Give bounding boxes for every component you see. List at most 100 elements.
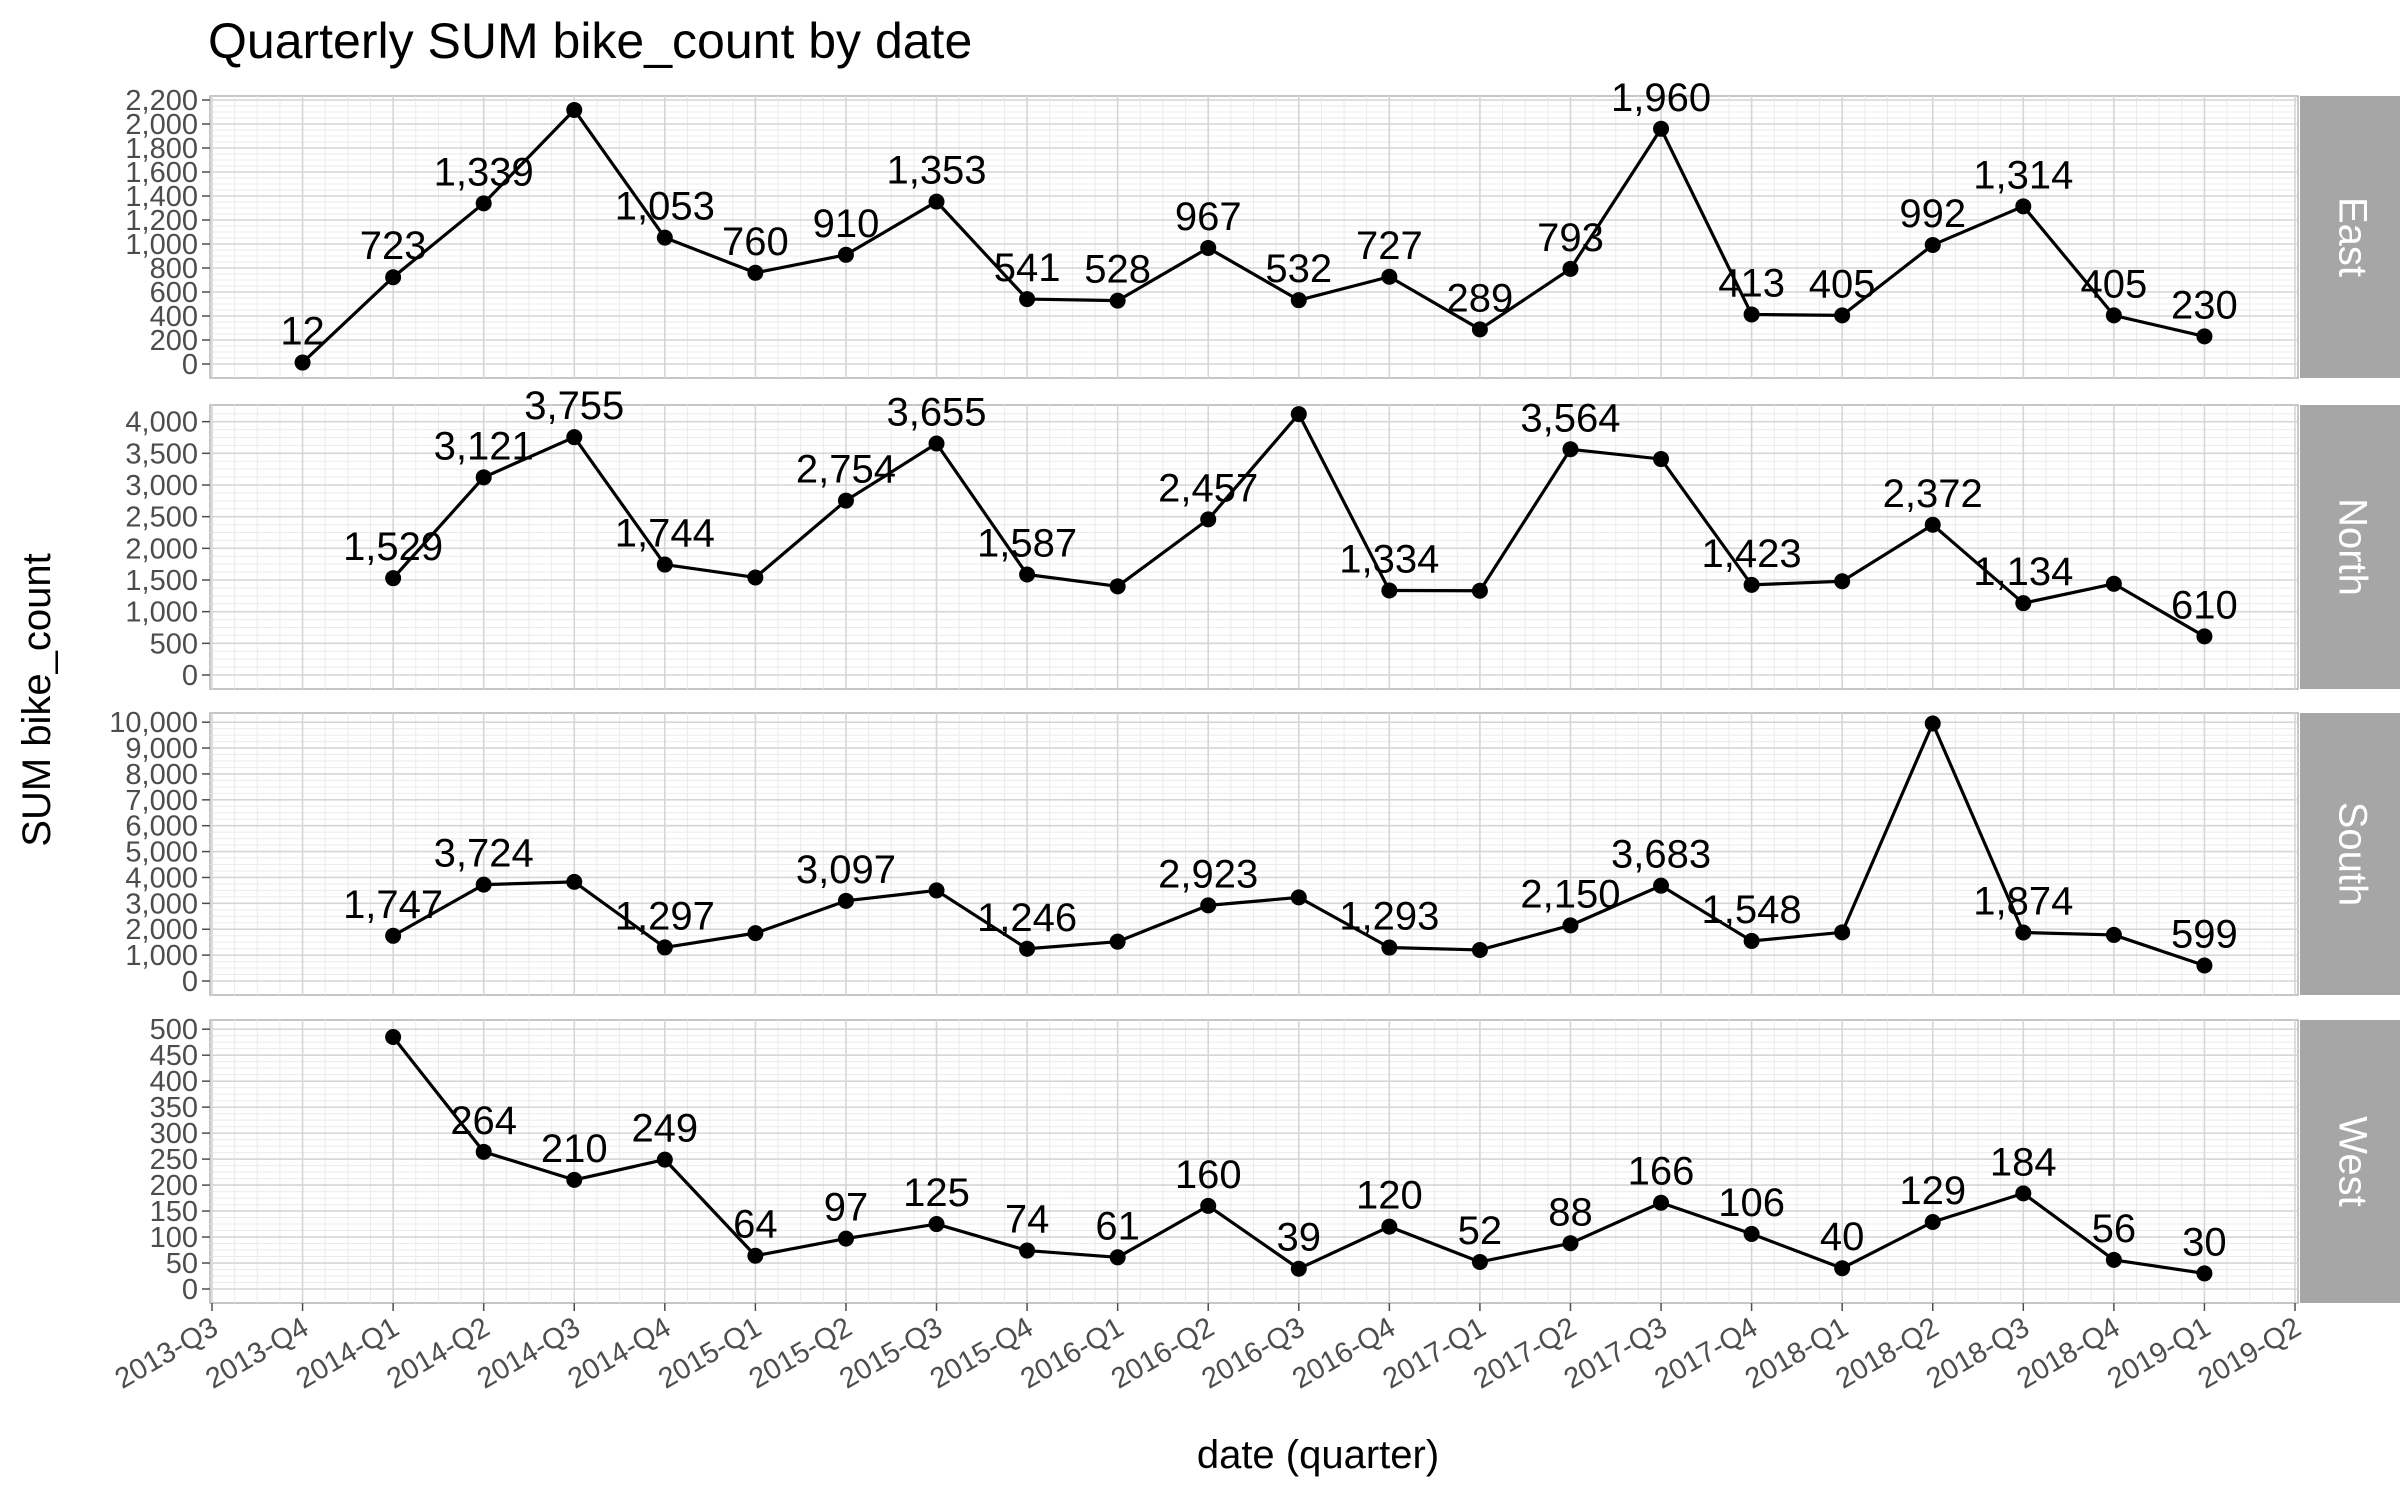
x-tick-label: 2019-Q2 <box>2193 1311 2307 1395</box>
x-tick-label: 2014-Q4 <box>563 1311 677 1395</box>
x-tick-label: 2015-Q1 <box>653 1311 767 1395</box>
data-point <box>2196 628 2213 645</box>
data-label: 264 <box>450 1099 517 1143</box>
data-label: 1,134 <box>1973 550 2073 594</box>
data-label: 3,121 <box>434 424 534 468</box>
x-tick-label: 2018-Q2 <box>1831 1311 1945 1395</box>
data-label: 1,293 <box>1339 895 1439 939</box>
data-point <box>928 193 945 210</box>
data-label: 1,297 <box>615 894 715 938</box>
data-point <box>2105 307 2122 324</box>
data-label: 129 <box>1899 1169 1966 1213</box>
data-point <box>1653 120 1670 137</box>
x-tick-label: 2017-Q2 <box>1468 1311 1582 1395</box>
facet-strip-north <box>2300 405 2400 689</box>
data-point <box>1562 917 1579 934</box>
data-point <box>747 264 764 281</box>
y-tick-label: 2,000 <box>125 533 198 565</box>
y-tick-label: 3,000 <box>125 888 198 920</box>
data-point <box>385 1028 402 1045</box>
data-point <box>566 1171 583 1188</box>
y-tick-label: 2,000 <box>125 109 198 141</box>
data-point <box>747 569 764 586</box>
y-tick-label: 1,800 <box>125 133 198 165</box>
y-tick-label: 3,000 <box>125 470 198 502</box>
data-point <box>566 873 583 890</box>
data-point <box>1653 1194 1670 1211</box>
data-point <box>1381 1218 1398 1235</box>
x-tick-label: 2017-Q4 <box>1649 1311 1763 1395</box>
data-point <box>1743 306 1760 323</box>
y-tick-label: 200 <box>150 325 198 357</box>
data-point <box>1109 578 1126 595</box>
data-point <box>656 1151 673 1168</box>
data-point <box>928 1216 945 1233</box>
data-point <box>1019 940 1036 957</box>
x-tick-label: 2015-Q3 <box>834 1311 948 1395</box>
data-point <box>1381 268 1398 285</box>
data-label: 1,334 <box>1339 538 1439 582</box>
facet-strip-east <box>2300 96 2400 378</box>
y-tick-label: 1,000 <box>125 229 198 261</box>
data-point <box>2196 1265 2213 1282</box>
data-label: 88 <box>1548 1190 1593 1234</box>
data-label: 166 <box>1628 1150 1695 1194</box>
facet-strip-south <box>2300 713 2400 995</box>
data-point <box>837 892 854 909</box>
data-point <box>1834 307 1851 324</box>
data-point <box>1109 1249 1126 1266</box>
data-point <box>385 570 402 587</box>
data-label: 1,053 <box>615 185 715 229</box>
facet-panels: 02004006008001,0001,2001,4001,6001,8002,… <box>109 76 2400 1306</box>
y-tick-label: 250 <box>150 1144 198 1176</box>
x-tick-label: 2017-Q1 <box>1378 1311 1492 1395</box>
data-label: 184 <box>1990 1140 2057 1184</box>
y-tick-label: 8,000 <box>125 759 198 791</box>
y-tick-label: 500 <box>150 1014 198 1046</box>
data-label: 760 <box>722 220 789 264</box>
y-tick-label: 500 <box>150 628 198 660</box>
data-point <box>1834 573 1851 590</box>
x-tick-label: 2014-Q2 <box>381 1311 495 1395</box>
data-point <box>1743 1225 1760 1242</box>
data-label: 1,339 <box>434 150 534 194</box>
x-tick-label: 2018-Q4 <box>2012 1311 2126 1395</box>
data-label: 793 <box>1537 216 1604 260</box>
x-tick-label: 2014-Q1 <box>291 1311 405 1395</box>
data-point <box>928 882 945 899</box>
y-tick-label: 400 <box>150 1066 198 1098</box>
data-label: 2,754 <box>796 448 896 492</box>
data-label: 992 <box>1899 192 1966 236</box>
data-label: 2,372 <box>1883 472 1983 516</box>
y-tick-label: 4,000 <box>125 862 198 894</box>
data-point <box>2105 926 2122 943</box>
data-label: 56 <box>2092 1207 2137 1251</box>
data-point <box>1200 1197 1217 1214</box>
x-tick-label: 2019-Q1 <box>2102 1311 2216 1395</box>
data-point <box>2196 957 2213 974</box>
data-label: 120 <box>1356 1174 1423 1218</box>
data-label: 249 <box>631 1107 698 1151</box>
data-point <box>837 1230 854 1247</box>
data-point <box>1290 292 1307 309</box>
data-point <box>1109 933 1126 950</box>
y-tick-label: 150 <box>150 1196 198 1228</box>
data-label: 3,564 <box>1520 396 1620 440</box>
data-point <box>385 927 402 944</box>
data-point <box>294 354 311 371</box>
facet-panel-east: 02004006008001,0001,2001,4001,6001,8002,… <box>125 76 2400 381</box>
x-tick-label: 2015-Q2 <box>744 1311 858 1395</box>
data-point <box>1924 1213 1941 1230</box>
data-label: 3,097 <box>796 848 896 892</box>
y-tick-label: 2,000 <box>125 914 198 946</box>
data-label: 2,150 <box>1520 872 1620 916</box>
data-label: 532 <box>1265 247 1332 291</box>
data-point <box>1019 566 1036 583</box>
x-tick-label: 2013-Q3 <box>110 1311 224 1395</box>
data-point <box>2015 198 2032 215</box>
data-point <box>837 246 854 263</box>
data-point <box>1200 897 1217 914</box>
data-point <box>1743 576 1760 593</box>
